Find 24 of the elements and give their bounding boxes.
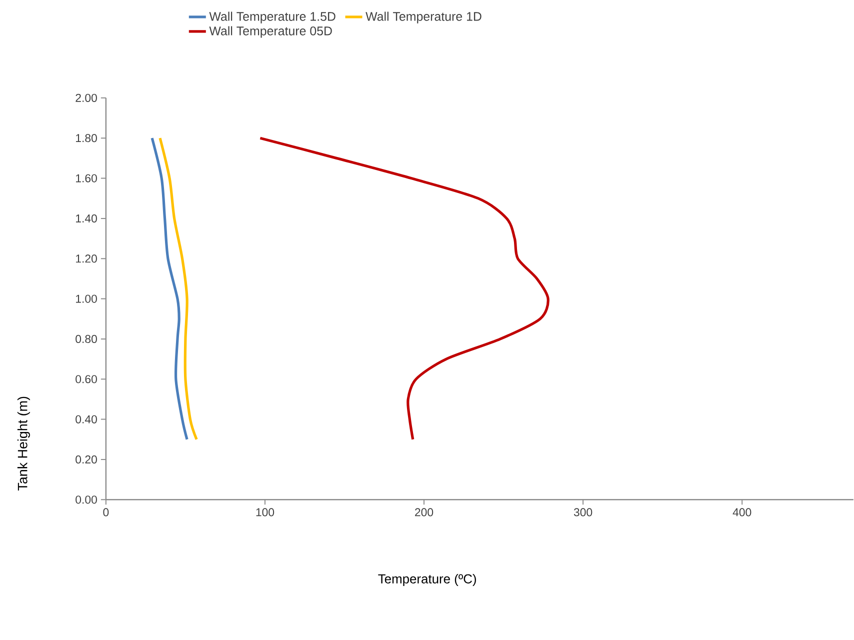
line-series <box>158 137 198 441</box>
legend-label: Wall Temperature 1D <box>366 12 482 24</box>
y-tick-label: 1.40 <box>76 214 97 223</box>
y-tick-label: 0.20 <box>76 456 97 464</box>
legend-label: Wall Temperature 05D <box>209 26 332 38</box>
x-tick-label: 0 <box>103 508 109 516</box>
y-tick-label: 2.00 <box>76 94 97 102</box>
y-tick-label: 0.40 <box>76 415 97 424</box>
x-tick-label: 400 <box>732 508 752 516</box>
legend-label: Wall Temperature 1.5D <box>209 12 336 24</box>
x-tick-label: 100 <box>256 508 274 516</box>
x-axis-title: Temperature (ºC) <box>378 574 476 586</box>
y-tick-label: 0.80 <box>76 335 97 344</box>
x-tick-label: 200 <box>415 508 434 516</box>
y-axis-title: Tank Height (m) <box>17 397 30 491</box>
x-tick-label: 300 <box>574 508 592 516</box>
y-tick-label: 1.80 <box>76 134 97 142</box>
y-tick-label: 1.60 <box>76 174 97 183</box>
y-tick-label: 1.20 <box>76 254 97 263</box>
y-tick-label: 1.00 <box>76 294 97 304</box>
y-tick-label: 0.00 <box>76 496 97 504</box>
line-series <box>258 137 550 441</box>
line-series <box>150 137 188 441</box>
y-tick-label: 0.60 <box>76 375 97 384</box>
